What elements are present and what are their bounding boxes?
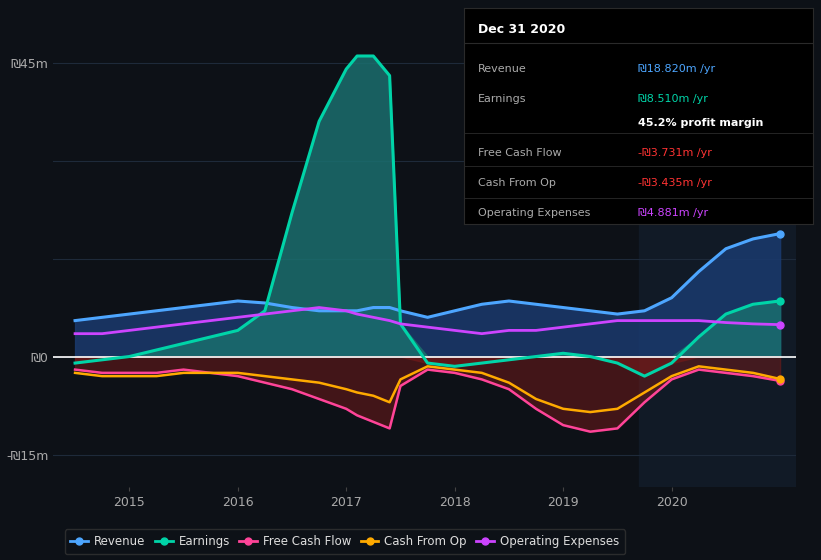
Text: -₪3.435m /yr: -₪3.435m /yr — [639, 178, 712, 188]
Text: 45.2% profit margin: 45.2% profit margin — [639, 118, 764, 128]
Text: Earnings: Earnings — [478, 94, 526, 104]
Text: ₪8.510m /yr: ₪8.510m /yr — [639, 94, 709, 104]
Text: ₪4.881m /yr: ₪4.881m /yr — [639, 208, 709, 218]
Bar — [639, 17, 813, 487]
Text: -₪3.731m /yr: -₪3.731m /yr — [639, 148, 712, 158]
Text: Cash From Op: Cash From Op — [478, 178, 556, 188]
Text: Operating Expenses: Operating Expenses — [478, 208, 590, 218]
Text: ₪18.820m /yr: ₪18.820m /yr — [639, 64, 715, 74]
Text: Revenue: Revenue — [478, 64, 526, 74]
Legend: Revenue, Earnings, Free Cash Flow, Cash From Op, Operating Expenses: Revenue, Earnings, Free Cash Flow, Cash … — [65, 529, 625, 554]
Text: Dec 31 2020: Dec 31 2020 — [478, 24, 565, 36]
Text: Free Cash Flow: Free Cash Flow — [478, 148, 562, 158]
